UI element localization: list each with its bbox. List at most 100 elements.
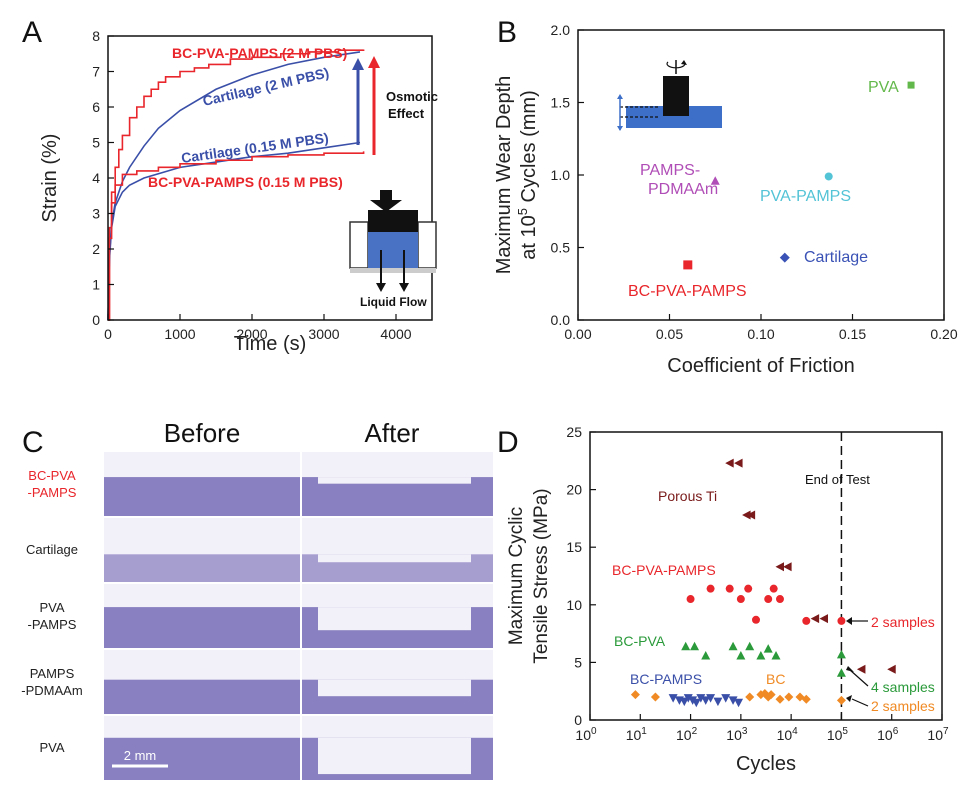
panel-d-point-0-7: [819, 614, 828, 624]
panel-d-x-tick-exp: 7: [943, 726, 949, 737]
panel-b-x-tick-label: 0.15: [839, 326, 866, 342]
panel-a-series-line-0: [108, 49, 365, 321]
label-bc-pva-pamps-015m: BC-PVA-PAMPS (0.15 M PBS): [148, 174, 343, 190]
panel-d-y-tick-label: 25: [566, 424, 582, 440]
panel-b-x-label: Coefficient of Friction: [667, 355, 855, 377]
before-image-tissue: [104, 737, 300, 780]
panel-d-point-0-6: [810, 614, 820, 624]
panel-d-point-3-7: [701, 696, 711, 705]
panel-b-point-0: [907, 81, 915, 89]
panel-d-point-3-0: [668, 694, 678, 703]
panel-d-x-tick-base: 10: [676, 727, 692, 743]
panel-d-x-tick-label: 105: [827, 726, 849, 743]
panel-a-y-tick-label: 8: [92, 28, 100, 44]
panel-d-point-2-5: [745, 641, 755, 651]
panel-d-point-4-10: [801, 694, 811, 704]
panel-d-point-0-2: [742, 510, 751, 520]
panel-d-point-2-3: [728, 641, 738, 651]
panel-d-x-label: Cycles: [736, 753, 796, 775]
panel-c-histology: Before After BC-PVA -PAMPS Cartilage PVA -PA…: [21, 418, 493, 780]
end-of-test-label: End of Test: [805, 472, 870, 487]
panel-d-point-1-5: [751, 615, 760, 624]
panel-d-point-4-2: [745, 692, 755, 702]
panel-d-point-2-2: [701, 650, 711, 660]
histology-rows: BC-PVA -PAMPS Cartilage PVA -PAMPS PAMPS -PDMA…: [21, 452, 493, 780]
panel-b-y-tick-label: 2.0: [551, 22, 571, 38]
panel-d-x-tick-label: 103: [726, 726, 748, 743]
panel-d-point-1-3: [736, 595, 745, 604]
panel-d-x-tick-base: 10: [927, 727, 943, 743]
panel-d-point-1-0: [686, 595, 695, 604]
panel-d-x-tick-exp: 0: [591, 726, 597, 737]
panel-letter-d: D: [497, 426, 519, 459]
before-image-tissue: [104, 477, 300, 516]
before-image-tissue: [104, 554, 300, 582]
panel-d-x-tick-base: 10: [877, 727, 893, 743]
label-porous-ti: Porous Ti: [658, 488, 717, 504]
panel-a-y-tick-label: 0: [92, 312, 100, 328]
panel-a-chart: 0 1000 2000 3000 4000 0 1 2 3 4 5 6 7 8 Time (s) Strain…: [39, 28, 438, 355]
panel-d-y-label-line1: Maximum Cyclic: [506, 507, 527, 645]
panel-a-axes: 0 1000 2000 3000 4000 0 1 2 3 4 5 6 7 8 Time (s) Strain…: [39, 28, 433, 355]
panel-d-point-2-9: [836, 649, 846, 659]
panel-b-point-1: [824, 172, 833, 181]
panel-b-point-3: [779, 252, 790, 263]
panel-d-x-tick-base: 10: [827, 727, 843, 743]
osmotic-label-line2: Effect: [388, 106, 425, 121]
before-image-tissue: [104, 679, 300, 714]
panel-d-y-tick-label: 0: [574, 712, 582, 728]
panel-d-point-3-3: [683, 694, 693, 703]
panel-b-y-label-line1: Maximum Wear Depth: [493, 76, 515, 275]
panel-d-point-3-10: [721, 694, 731, 703]
panel-d-x-tick-label: 100: [575, 726, 597, 743]
panel-letter-a: A: [22, 16, 42, 49]
panel-a-series-line-2: [107, 141, 361, 321]
panel-a-x-label: Time (s): [234, 333, 307, 355]
after-image-wear-groove: [318, 554, 471, 563]
panel-d-x-tick-label: 102: [676, 726, 698, 743]
panel-a-series: [107, 49, 365, 321]
label-pamps-line2: PDMAAm: [648, 181, 718, 198]
panel-d-point-4-11: [836, 695, 846, 705]
panel-d-x-tick-label: 104: [777, 726, 799, 743]
panel-b-y-label-post: Cycles (mm): [518, 90, 540, 208]
panel-d-y-tick-label: 20: [566, 482, 582, 498]
panel-d-y-tick-label: 10: [566, 597, 582, 613]
panel-d-point-1-2: [725, 584, 734, 593]
panel-d-point-0-8: [856, 664, 866, 674]
panel-b-y-tick-label: 0.0: [551, 312, 571, 328]
panel-d-x-tick-exp: 6: [893, 726, 899, 737]
panel-b-y-tick-label: 1.5: [551, 95, 571, 111]
panel-b-x-tick-label: 0.05: [656, 326, 683, 342]
panel-d-x-tick-base: 10: [726, 727, 742, 743]
panel-d-x-tick-label: 101: [626, 726, 648, 743]
panel-a-y-tick-label: 1: [92, 277, 100, 293]
row-label-line1: PAMPS: [30, 666, 75, 681]
panel-a-x-tick-label: 4000: [380, 326, 411, 342]
panel-d-point-3-5: [691, 698, 701, 708]
panel-a-x-tick-label: 1000: [164, 326, 195, 342]
panel-a-y-tick-label: 5: [92, 135, 100, 151]
panel-b-x-tick-label: 0.00: [564, 326, 591, 342]
panel-d-point-3-4: [688, 696, 698, 705]
panel-d-x-tick-label: 106: [877, 726, 899, 743]
panel-letter-c: C: [22, 426, 44, 459]
before-header: Before: [164, 418, 241, 448]
panel-d-point-3-8: [706, 694, 716, 703]
panel-d-point-0-4: [775, 562, 784, 572]
panel-d-point-2-6: [756, 650, 766, 660]
label-pamps-line1: PAMPS-: [640, 162, 700, 179]
scale-bar-label: 2 mm: [124, 748, 157, 763]
panel-b-y-label-line2: at 105 Cycles (mm): [515, 90, 540, 259]
panel-d-x-tick-label: 107: [927, 726, 949, 743]
compression-inset-icon: [349, 190, 437, 292]
after-image-wear-groove: [318, 679, 471, 697]
panel-b-plot-frame: [577, 29, 945, 321]
panel-d-plot-frame: [589, 431, 943, 721]
liquid-flow-label: Liquid Flow: [360, 295, 427, 309]
sample-arrows: [846, 617, 869, 707]
panel-d-point-3-11: [728, 696, 738, 705]
osmotic-label-line1: Osmotic: [386, 89, 438, 104]
row-label-line1: Cartilage: [26, 542, 78, 557]
